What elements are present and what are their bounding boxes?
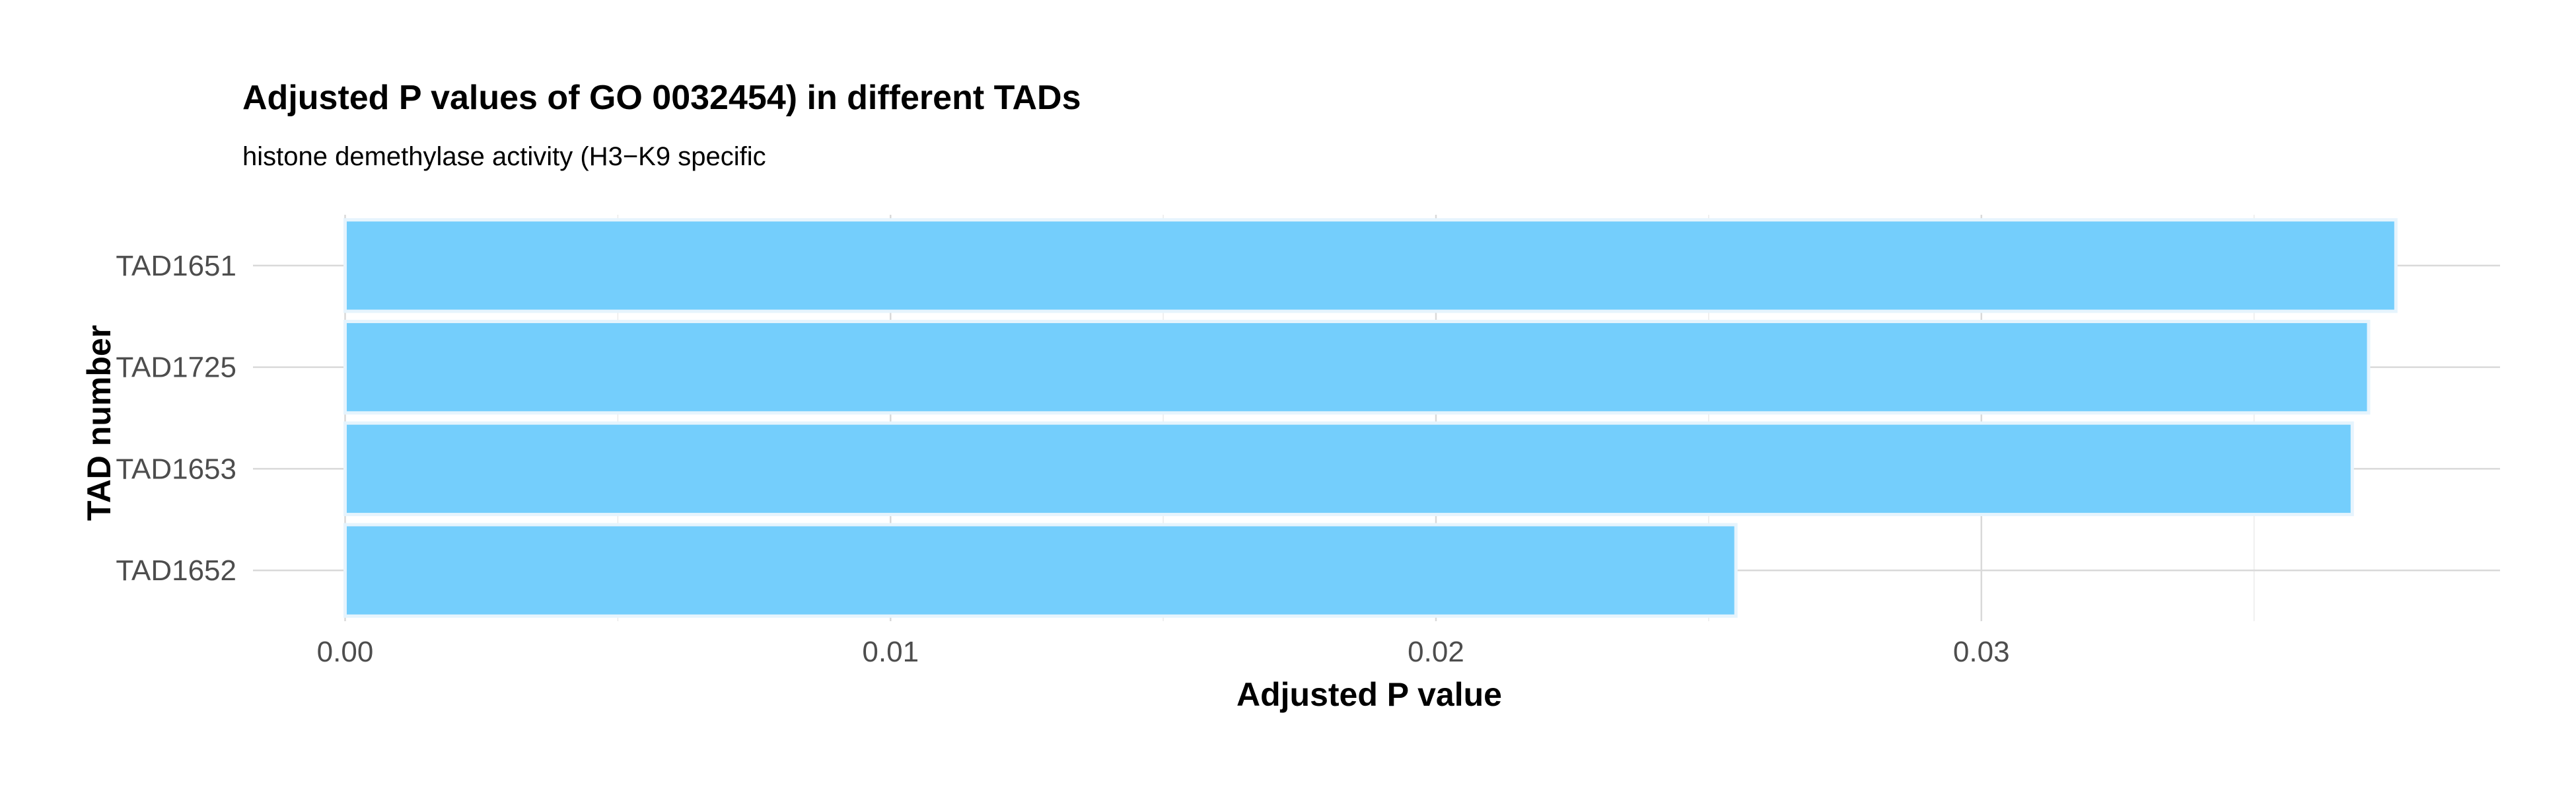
bars — [343, 218, 2398, 618]
y-tick-label: TAD1653 — [116, 453, 236, 485]
y-axis-title: TAD number — [81, 325, 118, 521]
y-tick-label: TAD1652 — [116, 554, 236, 587]
x-tick-label: 0.02 — [1408, 636, 1464, 668]
y-tick-labels: TAD1651 TAD1725 TAD1653 TAD1652 — [116, 250, 236, 587]
chart-subtitle: histone demethylase activity (H3−K9 spec… — [242, 142, 766, 171]
x-tick-label: 0.03 — [1953, 636, 2010, 668]
bar-tad1725 — [343, 319, 2371, 415]
chart-title: Adjusted P values of GO 0032454) in diff… — [242, 79, 1081, 117]
y-tick-label: TAD1651 — [116, 250, 236, 282]
bar-tad1651 — [343, 218, 2398, 313]
bar-tad1653 — [343, 421, 2354, 517]
y-tick-label: TAD1725 — [116, 352, 236, 384]
bar-tad1652 — [343, 523, 1738, 618]
x-tick-labels: 0.00 0.01 0.02 0.03 — [317, 636, 2010, 668]
x-axis-title: Adjusted P value — [1236, 676, 1502, 713]
x-tick-label: 0.00 — [317, 636, 374, 668]
x-tick-label: 0.01 — [862, 636, 919, 668]
